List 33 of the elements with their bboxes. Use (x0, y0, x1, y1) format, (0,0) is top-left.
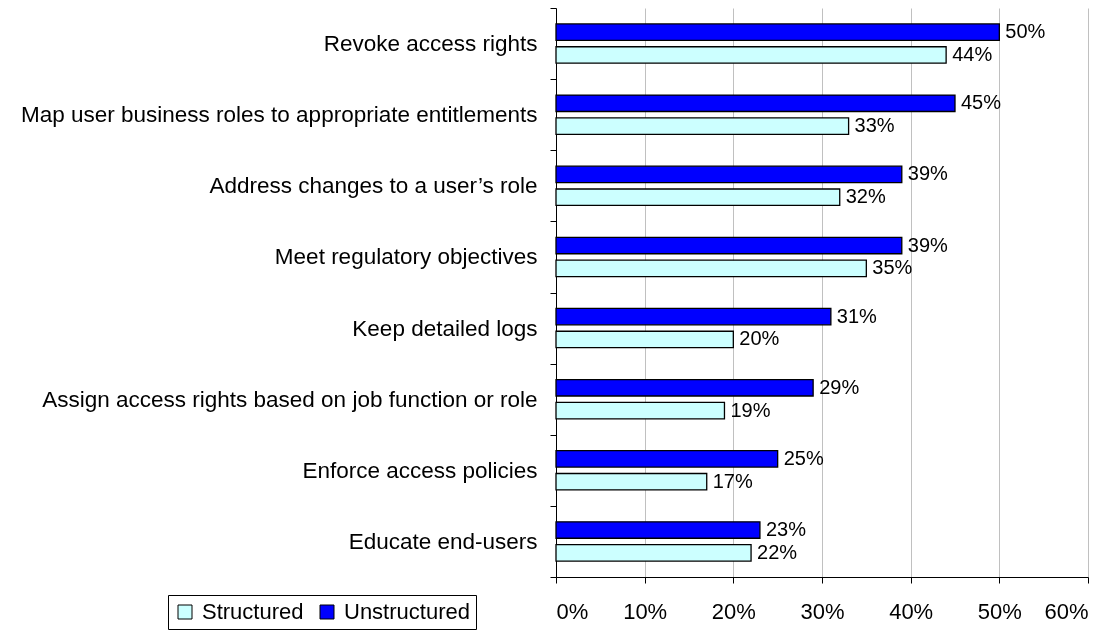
data-label: 22% (757, 540, 798, 563)
x-tick-label: 60% (1044, 598, 1089, 624)
y-tick-label: Keep detailed logs (352, 315, 538, 341)
data-label: 29% (819, 375, 860, 398)
data-label: 32% (845, 185, 886, 208)
x-tick-label: 50% (977, 598, 1022, 624)
legend-label: Unstructured (344, 599, 470, 624)
x-tick-label: 20% (711, 598, 756, 624)
y-tick-label: Map user business roles to appropriate entitlements (20, 102, 538, 128)
legend-label: Structured (202, 599, 304, 624)
x-tick-label: 10% (623, 598, 668, 624)
y-tick-label: Revoke access rights (323, 31, 538, 57)
data-label: 23% (765, 518, 807, 541)
data-label: 50% (1005, 20, 1046, 43)
data-label: 45% (961, 91, 1002, 114)
x-tick-label: 0% (556, 598, 589, 624)
x-tick-label: 40% (889, 598, 934, 624)
y-tick-label: Address changes to a user’s role (209, 173, 538, 199)
data-label: 20% (739, 327, 780, 350)
data-label: 44% (952, 42, 993, 65)
data-label: 19% (730, 398, 771, 421)
data-label: 39% (907, 162, 949, 185)
y-tick-label: Assign access rights based on job function or role (42, 386, 538, 412)
data-label: 25% (783, 446, 824, 469)
data-label: 17% (712, 469, 753, 492)
x-tick-label: 30% (800, 598, 845, 624)
y-tick-label: Meet regulatory objectives (274, 244, 538, 270)
data-label: 33% (854, 114, 895, 137)
data-label: 35% (872, 256, 913, 279)
data-label: 39% (907, 233, 949, 256)
y-tick-label: Enforce access policies (302, 457, 538, 483)
data-label: 31% (836, 304, 878, 327)
y-tick-label: Educate end-users (348, 528, 538, 554)
